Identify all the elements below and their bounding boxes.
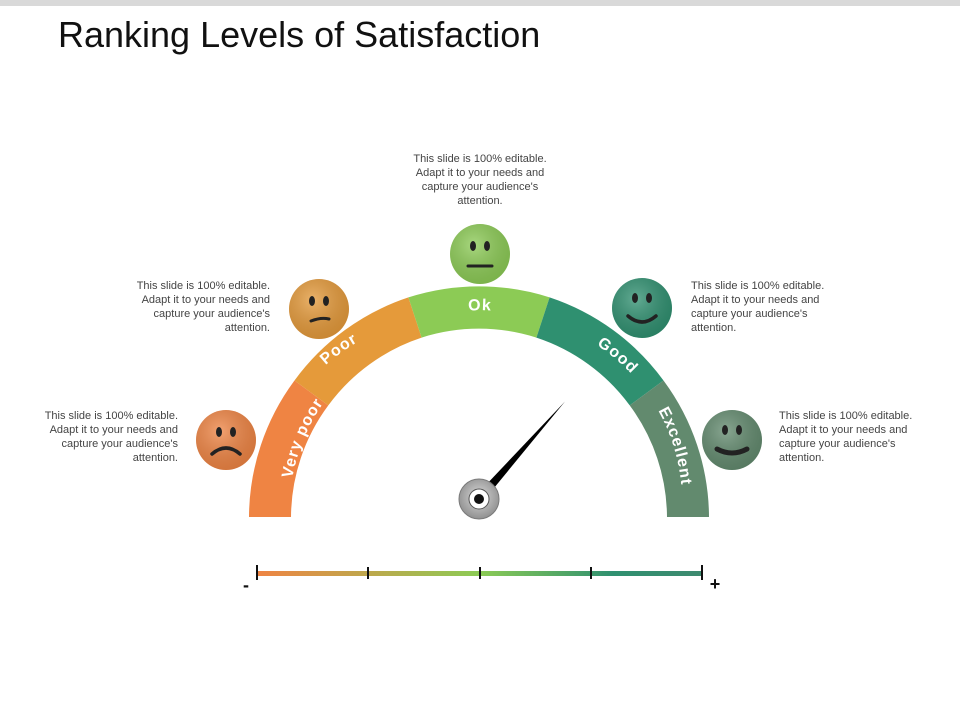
satisfaction-scale: - + (243, 565, 720, 595)
segment-label-ok: Ok (468, 297, 492, 314)
note-good: This slide is 100% editable. Adapt it to… (691, 280, 825, 334)
needle-hub (458, 478, 500, 520)
segment-label-ok-text: Ok (468, 297, 491, 314)
note-very-poor: This slide is 100% editable. Adapt it to… (44, 410, 178, 464)
note-poor: This slide is 100% editable. Adapt it to… (136, 280, 270, 334)
segment-ok (408, 286, 550, 338)
big-smile-face-icon (702, 410, 762, 470)
neutral-face-icon (450, 224, 510, 284)
segment-excellent (629, 380, 709, 517)
note-ok: This slide is 100% editable. Adapt it to… (413, 153, 547, 207)
segment-good (536, 297, 664, 406)
segment-very-poor (249, 380, 329, 517)
note-excellent: This slide is 100% editable. Adapt it to… (779, 410, 913, 464)
top-bar (0, 0, 960, 6)
flat-frown-face-icon (289, 279, 349, 339)
gauge-segments (249, 286, 709, 517)
page-title: Ranking Levels of Satisfaction (58, 14, 541, 55)
smile-face-icon (612, 278, 672, 338)
scale-min-label: - (243, 575, 249, 595)
segment-poor (294, 297, 422, 406)
scale-max-label: + (710, 574, 721, 594)
frown-face-icon (196, 410, 256, 470)
gauge-needle (487, 401, 565, 489)
